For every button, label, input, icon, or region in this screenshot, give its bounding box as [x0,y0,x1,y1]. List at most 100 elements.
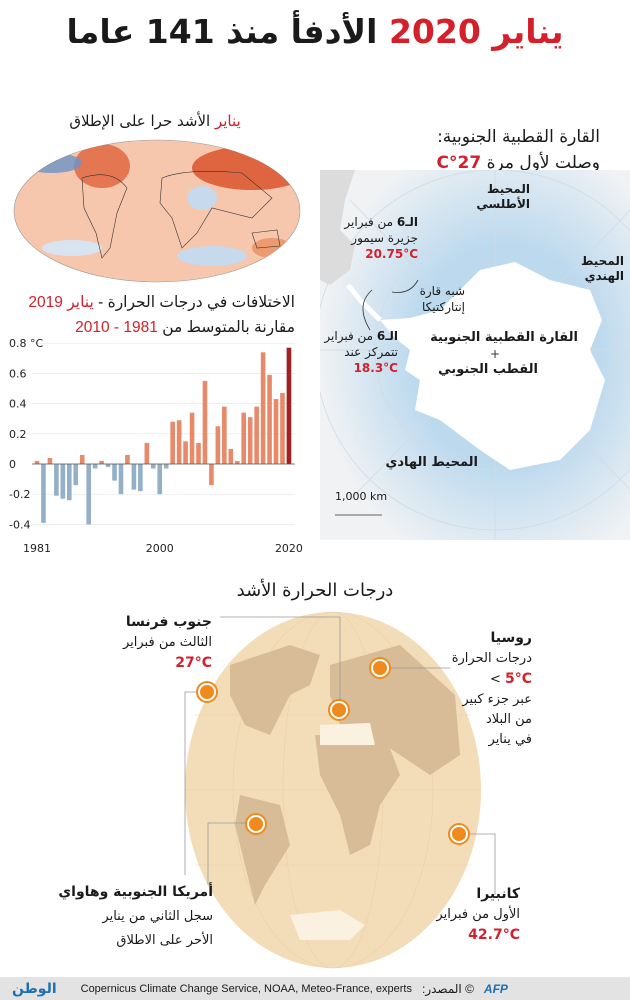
russia-line3: من البلاد [485,712,532,727]
sun-icon [450,825,468,843]
note2-date-bold: الـ6 [376,329,398,343]
bar-1989 [86,464,91,525]
y-tick-label: 0.8 °C [9,337,43,350]
world-map-title: يناير الأشد حرا على الإطلاق [20,112,290,130]
antarctica-title: القارة القطبية الجنوبية: وصلت لأول مرة 2… [437,124,600,176]
bar-2000 [157,464,163,495]
sun-icon [198,683,216,701]
page-title: يناير 2020 الأدفأ منذ 141 عاما [0,12,630,51]
y-tick-label: 0.2 [9,428,27,441]
bar-2018 [273,399,279,464]
bar-2015 [254,406,259,464]
russia-line1: درجات الحرارة [451,651,532,666]
map-title-text: الأشد حرا على الإطلاق [69,112,211,130]
map-title-red: يناير [214,112,241,130]
antarctica-title-line2: وصلت لأول مرة [486,153,600,173]
label-antarctica: القارة القطبية الجنوبية [430,330,578,345]
bar-2008 [209,464,214,486]
russia-line4: في يناير [488,732,532,747]
heat-markers [170,605,500,975]
title-text: الأدفأ منذ 141 عاما [66,12,378,51]
south-america-line1: سجل الثاني من يناير [102,909,213,924]
note-esperanza: الـ6 من فبراير تتمركز عند 18.3°C [320,328,398,376]
bar-2012 [234,460,240,464]
alwatan-logo: الوطن [12,980,57,996]
bar-1998 [144,442,150,464]
bar-1999 [150,464,156,469]
bar-1988 [79,454,85,464]
bar-1997 [138,464,143,492]
canberra-name: كانبيرا [476,886,520,902]
svg-text:+: + [490,347,500,361]
russia-temp: 5°C [504,671,532,687]
bar-2009 [215,426,221,464]
bar-1986 [67,464,72,501]
bar-1991 [99,460,104,464]
bar-2013 [241,412,247,464]
footer: الوطن Copernicus Climate Change Service,… [0,977,630,1000]
bar-1994 [118,464,124,495]
afp-logo: AFP [483,981,508,996]
antarctica-title-line1: القارة القطبية الجنوبية: [437,127,600,147]
sun-icon [247,815,265,833]
france-temp: 27°C [175,655,212,671]
antarctica-map-graphic: + [320,170,630,540]
chart-title-line2: مقارنة بالمتوسط من [162,319,295,336]
label-pacific-ocean: المحيط الهادي [385,455,478,470]
label-canberra: كانبيرا الأول من فبراير 42.7°C [370,884,520,946]
bar-2004 [183,441,188,464]
bar-1987 [73,464,79,486]
antarctica-record-temp: 27°C [436,153,482,173]
note1-place: جزيرة سيمور [351,231,418,245]
title-highlight: يناير 2020 [388,12,564,51]
x-tick-label: 1981 [23,542,51,555]
sun-icon [330,701,348,719]
note2-temp: 18.3°C [353,361,398,375]
y-tick-label: 0 [9,458,16,471]
russia-name: روسيا [490,630,532,646]
bar-2003 [176,420,182,464]
bar-2006 [196,442,201,464]
bar-1983 [47,457,53,464]
france-date: الثالث من فبراير [122,635,212,650]
bar-2001 [163,464,169,469]
anomaly-bar-chart: 0.8 °C 0.6 0.4 0.2 0 -0.2 -0.4 1981 2000 2020 [9,337,303,555]
bar-2020 [286,347,292,464]
source-label: © المصدر: [421,981,474,996]
y-tick-label: -0.4 [9,518,30,531]
sun-icon [371,659,389,677]
russia-line2: عبر جزء كبير [462,692,532,707]
label-south-france: جنوب فرنسا الثالث من فبراير 27°C [62,612,212,674]
y-tick-label: 0.6 [9,367,27,380]
bar-2016 [260,352,266,464]
bar-2002 [170,421,175,464]
bar-1992 [105,464,111,468]
south-america-line2: الأحر على الاطلاق [116,933,213,948]
source-text: Copernicus Climate Change Service, NOAA,… [80,982,412,995]
globe-map [184,611,496,969]
chart-title-line1: الاختلافات في درجات الحرارة - [98,294,295,311]
bar-1990 [92,464,98,469]
chart-title-line2-red: 1981 - 2010 [75,319,158,336]
bar-1981 [34,460,40,464]
note2-place: تتمركز عند [344,345,398,359]
france-name: جنوب فرنسا [125,614,212,630]
chart-title-line1-red: يناير 2019 [28,294,94,311]
bar-1985 [60,464,66,499]
note1-date: من فبراير [344,215,394,229]
label-south-pole: القطب الجنوبي [438,362,538,377]
label-russia: روسيا درجات الحرارة 5°C > عبر جزء كبير م… [412,628,532,750]
x-tick-label: 2020 [275,542,303,555]
note1-temp: 20.75°C [365,247,418,261]
canberra-date: الأول من فبراير [436,907,520,922]
bar-2010 [222,406,227,464]
antarctica-map: + المحيط الأطلسي المحيط الهندي المحيط ال… [320,170,630,540]
bar-2007 [202,380,208,464]
note-seymour: الـ6 من فبراير جزيرة سيمور 20.75°C [320,214,418,262]
y-tick-label: 0.4 [9,398,27,411]
bar-2005 [189,412,195,464]
note1-date-bold: الـ6 [396,215,418,229]
note2-date: من فبراير [324,329,374,343]
bar-1993 [112,464,117,481]
bar-1995 [125,454,130,464]
